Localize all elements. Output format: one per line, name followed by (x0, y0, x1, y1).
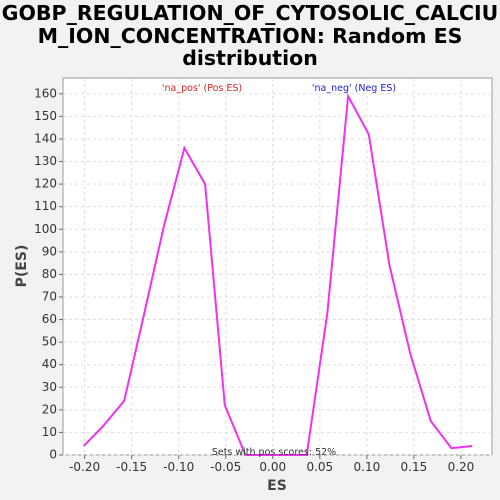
neg-annotation: 'na_neg' (Neg ES) (312, 83, 396, 94)
y-tick-label: 40 (42, 357, 57, 371)
x-tick-label: 0.20 (448, 460, 475, 474)
x-tick-label: -0.10 (163, 460, 194, 474)
y-tick-label: 130 (34, 154, 57, 168)
y-tick-label: 70 (42, 289, 57, 303)
x-tick-label: 0.00 (259, 460, 286, 474)
y-tick-label: 110 (34, 199, 57, 213)
x-tick-label: -0.15 (116, 460, 147, 474)
y-tick-label: 30 (42, 380, 57, 394)
x-tick-label: 0.10 (354, 460, 381, 474)
x-tick-label: 0.15 (401, 460, 428, 474)
y-tick-label: 20 (42, 402, 57, 416)
x-tick-label: -0.20 (69, 460, 100, 474)
y-tick-label: 10 (42, 425, 57, 439)
series-line (82, 92, 473, 456)
x-tick-label: -0.05 (210, 460, 241, 474)
y-tick-label: 100 (34, 222, 57, 236)
grid-lines (63, 78, 492, 456)
pos-annotation: 'na_pos' (Pos ES) (162, 83, 242, 94)
y-axis-label: P(ES) (14, 245, 30, 288)
footer-annotation: Sets with pos scores: 52% (212, 447, 336, 458)
x-axis-ticks: -0.20 -0.15 -0.10 -0.05 0.00 0.05 0.10 0.15 0.20 (69, 455, 474, 474)
y-tick-label: 80 (42, 267, 57, 281)
y-axis-ticks: 0 10 20 30 40 50 60 70 80 90 100 110 120 130 140 150 160 (34, 86, 63, 462)
x-tick-label: 0.05 (306, 460, 333, 474)
plot-area (62, 77, 493, 456)
y-tick-label: 120 (34, 177, 57, 191)
y-tick-label: 60 (42, 312, 57, 326)
chart-title: GOBP_REGULATION_OF_CYTOSOLIC_CALCIU M_IO… (1, 1, 499, 70)
y-tick-label: 160 (34, 86, 57, 100)
x-axis-label: ES (267, 478, 287, 494)
y-tick-label: 50 (42, 335, 57, 349)
y-tick-label: 0 (49, 448, 57, 462)
y-tick-label: 150 (34, 109, 57, 123)
y-tick-label: 90 (42, 244, 57, 258)
y-tick-label: 140 (34, 131, 57, 145)
